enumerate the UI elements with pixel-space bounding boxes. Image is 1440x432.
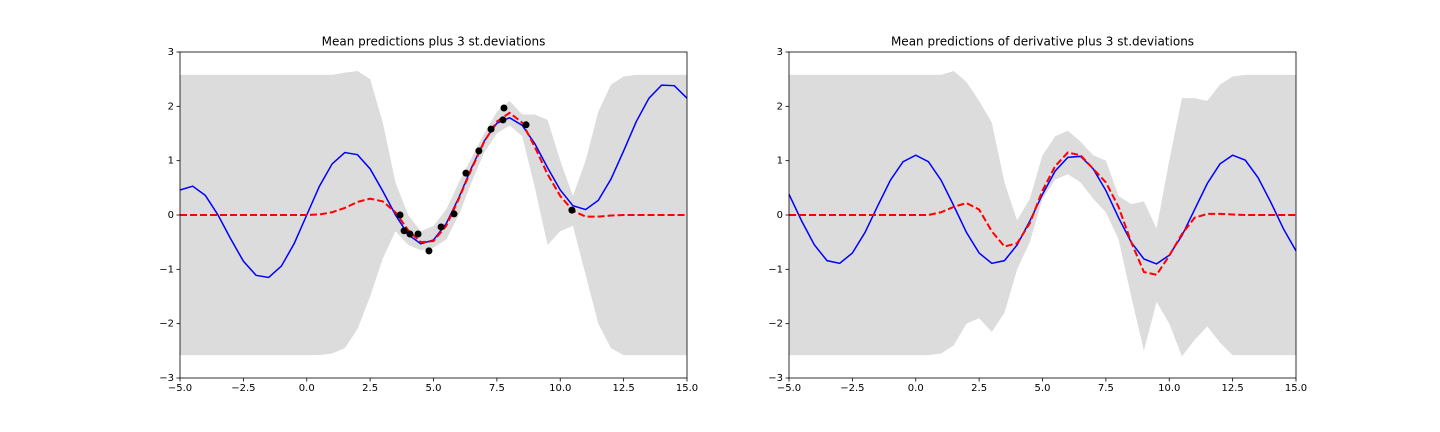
- y-tick-label: −1: [159, 264, 174, 275]
- x-tick-label: −5.0: [777, 383, 801, 394]
- data-point: [568, 206, 576, 214]
- y-tick-label: 3: [777, 47, 783, 58]
- data-point: [487, 125, 495, 133]
- data-point: [406, 230, 414, 238]
- y-tick-label: 0: [168, 210, 174, 221]
- data-point: [396, 211, 404, 219]
- y-tick-label: −2: [159, 319, 174, 330]
- y-tick-label: 2: [168, 101, 174, 112]
- data-point: [462, 169, 470, 177]
- confidence-band: [180, 71, 687, 356]
- x-tick-label: 2.5: [971, 383, 987, 394]
- x-tick-label: 7.5: [489, 383, 505, 394]
- data-point: [499, 116, 507, 124]
- x-tick-label: 5.0: [426, 383, 442, 394]
- x-tick-label: −2.5: [231, 383, 255, 394]
- y-tick-label: 1: [777, 156, 783, 167]
- data-point: [414, 230, 422, 238]
- x-tick-label: −2.5: [840, 383, 864, 394]
- x-tick-label: 15.0: [676, 383, 698, 394]
- y-tick-label: 2: [777, 101, 783, 112]
- y-tick-label: 3: [168, 47, 174, 58]
- x-tick-label: 10.0: [549, 383, 571, 394]
- y-tick-label: −3: [768, 373, 783, 384]
- line: [180, 111, 687, 244]
- x-tick-label: 7.5: [1098, 383, 1114, 394]
- x-tick-label: 5.0: [1035, 383, 1051, 394]
- confidence-band: [789, 71, 1296, 357]
- chart-title: Mean predictions plus 3 st.deviations: [322, 35, 546, 49]
- data-point: [425, 247, 433, 255]
- y-tick-label: −3: [159, 373, 174, 384]
- x-tick-label: −5.0: [168, 383, 192, 394]
- x-tick-label: 10.0: [1158, 383, 1180, 394]
- data-point: [450, 210, 458, 218]
- x-tick-label: 12.5: [612, 383, 634, 394]
- x-tick-label: 0.0: [908, 383, 924, 394]
- x-tick-label: 12.5: [1221, 383, 1243, 394]
- data-point: [437, 223, 445, 231]
- x-tick-label: 15.0: [1285, 383, 1307, 394]
- data-point: [522, 121, 530, 129]
- y-tick-label: 1: [168, 156, 174, 167]
- x-tick-label: 0.0: [299, 383, 315, 394]
- data-point: [400, 227, 408, 235]
- chart-title: Mean predictions of derivative plus 3 st…: [891, 35, 1194, 49]
- y-tick-label: −2: [768, 319, 783, 330]
- y-tick-label: −1: [768, 264, 783, 275]
- data-point: [500, 104, 508, 112]
- line: [789, 151, 1296, 276]
- x-tick-label: 2.5: [362, 383, 378, 394]
- y-tick-label: 0: [777, 210, 783, 221]
- data-point: [475, 147, 483, 155]
